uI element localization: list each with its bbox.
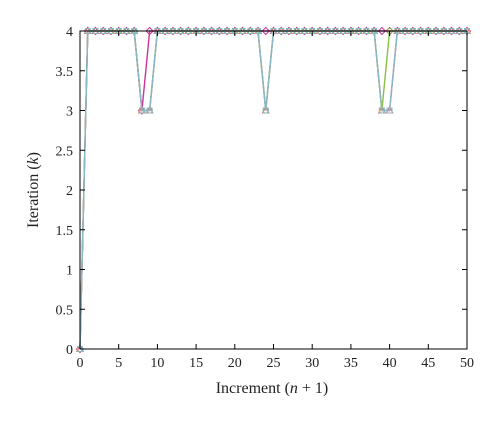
y-tick-label-5: 2.5 xyxy=(56,144,74,159)
series-4-point-39 xyxy=(378,107,385,114)
y-tick-label-8: 4 xyxy=(66,25,73,40)
series-4-point-40 xyxy=(386,107,393,114)
plot-background xyxy=(80,31,467,349)
series-2-point-9 xyxy=(145,26,154,36)
series-2-point-24 xyxy=(261,26,270,36)
y-axis-label-k: k xyxy=(25,156,42,164)
plot-area xyxy=(80,31,467,349)
y-tick-label-2: 1 xyxy=(66,264,73,279)
x-tick-label-9: 45 xyxy=(421,356,435,371)
x-tick-label-2: 10 xyxy=(150,356,164,371)
x-axis-label-part-1: Increment ( xyxy=(216,380,290,397)
series-4-point-9 xyxy=(146,107,153,114)
y-axis-label-part-1: Iteration ( xyxy=(25,164,42,228)
series-4-point-24 xyxy=(262,107,269,114)
x-tick-label-8: 40 xyxy=(383,356,397,371)
x-tick-label-7: 35 xyxy=(344,356,358,371)
y-tick-label-4: 2 xyxy=(66,184,73,199)
x-tick-label-5: 25 xyxy=(267,356,281,371)
x-tick-label-10: 50 xyxy=(460,356,474,371)
y-tick-label-7: 3.5 xyxy=(56,65,74,80)
x-axis-label: Increment (n + 1) xyxy=(216,380,329,397)
x-axis-label-n: n xyxy=(290,380,298,397)
x-axis-label-part-2: + 1) xyxy=(298,380,328,397)
x-tick-label-0: 0 xyxy=(77,356,84,371)
x-tick-label-3: 15 xyxy=(189,356,203,371)
axes-layer: 0 5 10 15 20 25 30 35 40 45 50 0 0.5 1 1.5 2 2.5 3 3.5 4 xyxy=(56,25,475,371)
x-tick-label-1: 5 xyxy=(115,356,122,371)
y-tick-label-0: 0 xyxy=(66,343,73,358)
x-tick-label-4: 20 xyxy=(228,356,242,371)
y-axis-label-part-2: ) xyxy=(25,152,42,157)
y-tick-label-3: 1.5 xyxy=(56,224,74,239)
y-axis-label: Iteration (k) xyxy=(25,152,42,228)
x-tick-label-6: 30 xyxy=(305,356,319,371)
y-tick-label-6: 3 xyxy=(66,105,73,120)
series-4-point-8 xyxy=(138,107,145,114)
y-tick-label-1: 0.5 xyxy=(56,303,74,318)
series-2-point-39 xyxy=(377,26,387,36)
